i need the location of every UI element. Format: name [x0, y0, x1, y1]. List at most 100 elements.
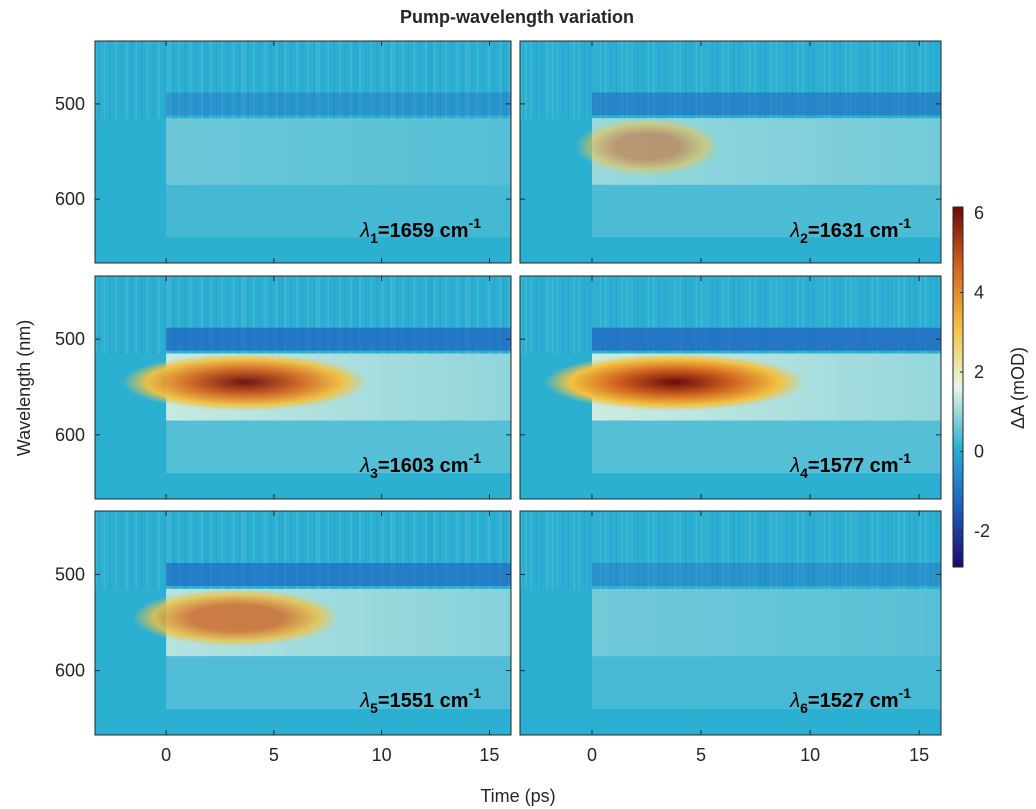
noise-stripe: [919, 511, 922, 590]
noise-stripe: [898, 41, 900, 119]
noise-stripe: [621, 41, 623, 119]
noise-stripe: [599, 276, 602, 355]
noise-stripe: [244, 276, 246, 355]
noise-stripe: [129, 41, 132, 119]
noise-stripe: [818, 276, 820, 355]
y-tick-label: 600: [55, 189, 85, 209]
noise-stripe: [701, 276, 703, 355]
label-text: =1577 cm: [808, 455, 899, 477]
noise-stripe: [887, 511, 889, 590]
panel-label: λ5=1551 cm-1: [359, 685, 481, 716]
noise-stripe: [382, 276, 384, 355]
noise-stripe: [195, 276, 197, 355]
heatmap-panel: [520, 41, 941, 263]
noise-stripe: [695, 41, 698, 119]
noise-stripe: [903, 511, 905, 590]
noise-stripe: [706, 41, 708, 119]
noise-stripe: [439, 511, 441, 590]
noise-stripe: [674, 511, 676, 590]
noise-stripe: [115, 276, 117, 355]
noise-stripe: [445, 511, 447, 590]
noise-stripe: [679, 41, 682, 119]
noise-stripe: [284, 41, 287, 119]
noise-stripe: [264, 511, 266, 590]
noise-stripe: [807, 276, 810, 355]
noise-stripe: [706, 511, 708, 590]
noise-stripe: [828, 41, 831, 119]
noise-stripe: [530, 511, 532, 590]
noise-stripe: [95, 276, 97, 355]
noise-stripe: [163, 41, 166, 119]
noise-stripe: [583, 511, 586, 590]
noise-stripe: [594, 41, 596, 119]
noise-stripe: [903, 276, 905, 355]
noise-stripe: [594, 511, 597, 590]
noise-stripe: [722, 511, 724, 590]
noise-stripe: [425, 41, 427, 119]
noise-stripe: [658, 276, 660, 355]
noise-stripe: [573, 276, 575, 355]
noise-stripe: [132, 41, 134, 119]
noise-stripe: [163, 276, 166, 355]
noise-stripe: [557, 511, 559, 590]
noise-stripe: [722, 41, 724, 119]
noise-stripe: [318, 41, 321, 119]
noise-stripe: [433, 41, 436, 119]
noise-stripe: [525, 276, 527, 355]
colorbar-label: ΔA (mOD): [1008, 347, 1028, 429]
noise-stripe: [669, 276, 671, 355]
noise-stripe: [658, 41, 660, 119]
noise-stripe: [770, 276, 772, 355]
noise-stripe: [599, 511, 602, 590]
noise-stripe: [307, 41, 309, 119]
noise-stripe: [433, 276, 436, 355]
noise-stripe: [631, 41, 634, 119]
noise-stripe: [327, 41, 330, 119]
noise-stripe: [141, 41, 143, 119]
noise-stripe: [313, 511, 315, 590]
noise-stripe: [502, 276, 505, 355]
noise-stripe: [658, 511, 660, 590]
noise-stripe: [893, 511, 895, 590]
noise-stripe: [520, 41, 522, 119]
noise-stripe: [663, 41, 666, 119]
noise-stripe: [425, 511, 427, 590]
noise-stripe: [210, 511, 212, 590]
label-exponent: -1: [469, 215, 482, 231]
noise-stripe: [637, 41, 639, 119]
noise-stripe: [818, 276, 820, 355]
noise-stripe: [296, 41, 298, 119]
y-axis-label: Wavelength (nm): [14, 320, 34, 456]
noise-stripe: [716, 511, 719, 590]
noise-stripe: [631, 41, 634, 119]
noise-stripe: [195, 511, 197, 590]
noise-stripe: [471, 511, 473, 590]
noise-stripe: [839, 276, 841, 355]
noise-stripe: [95, 511, 97, 590]
noise-stripe: [557, 511, 559, 590]
noise-stripe: [567, 41, 570, 119]
panel-label: λ6=1527 cm-1: [789, 685, 911, 716]
noise-stripe: [428, 511, 430, 590]
noise-stripe: [215, 41, 218, 119]
noise-stripe: [167, 511, 169, 590]
noise-stripe: [241, 41, 244, 119]
noise-stripe: [471, 276, 473, 355]
noise-stripe: [184, 276, 186, 355]
noise-stripe: [146, 511, 149, 590]
noise-stripe: [653, 41, 655, 119]
noise-stripe: [935, 511, 937, 590]
noise-stripe: [275, 41, 278, 119]
noise-stripe: [350, 511, 352, 590]
noise-stripe: [887, 41, 889, 119]
noise-stripe: [445, 41, 447, 119]
noise-stripe: [301, 41, 304, 119]
noise-stripe: [599, 41, 602, 119]
noise-stripe: [184, 511, 186, 590]
noise-stripe: [396, 276, 398, 355]
noise-stripe: [653, 511, 655, 590]
noise-stripe: [802, 511, 804, 590]
noise-stripe: [359, 511, 361, 590]
label-symbol: λ: [789, 690, 800, 712]
noise-stripe: [270, 41, 272, 119]
